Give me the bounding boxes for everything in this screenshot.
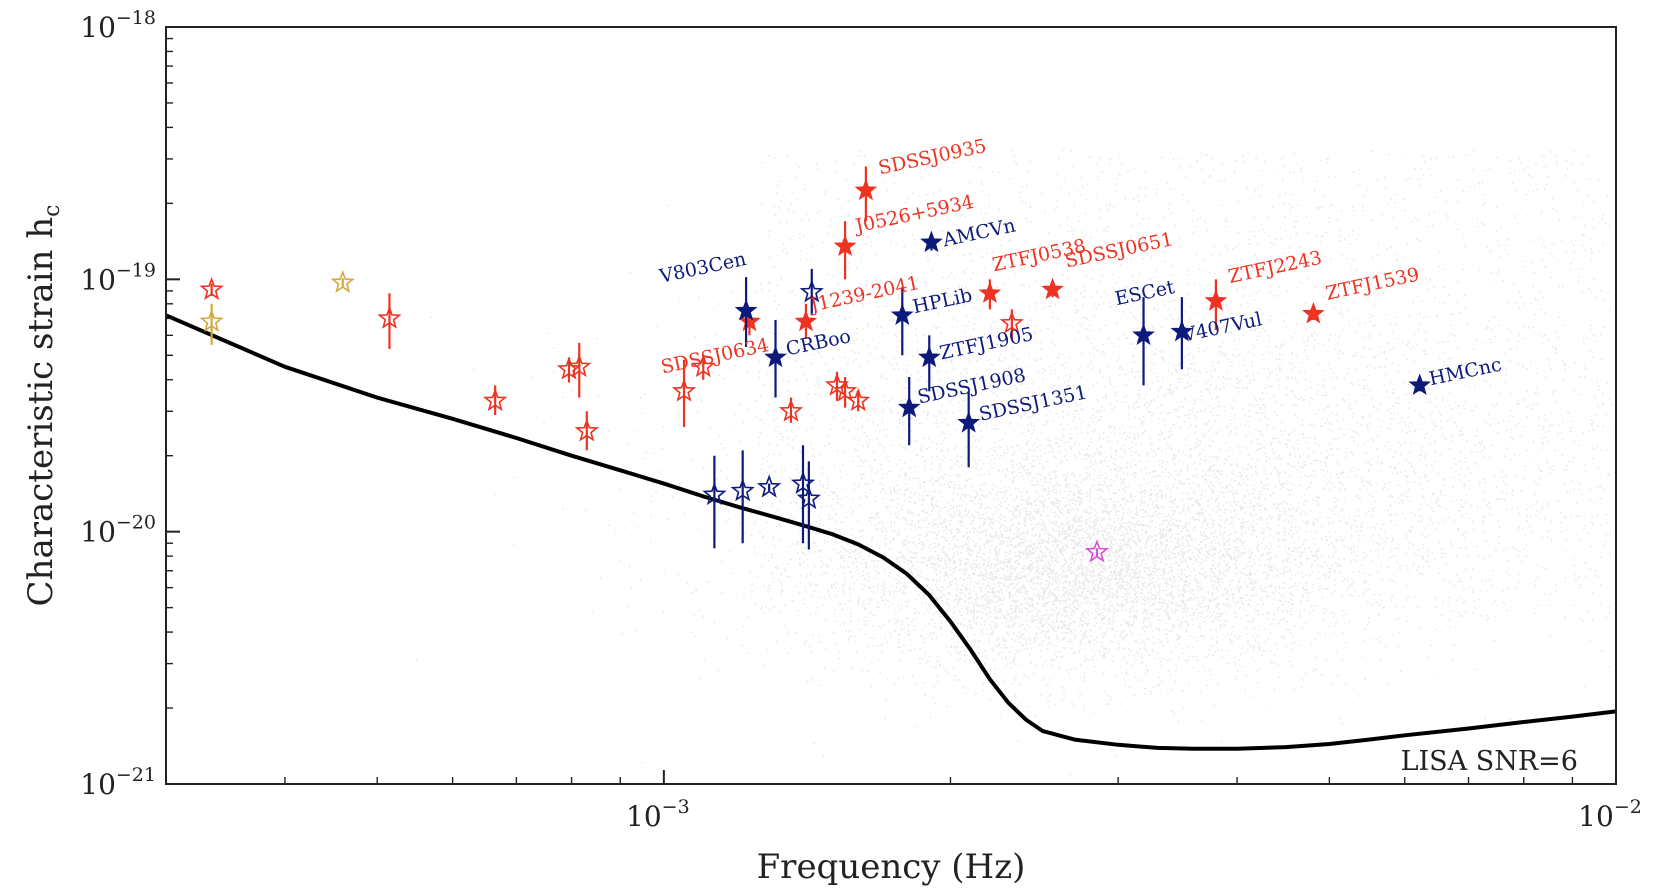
sdssj0935-marker bbox=[854, 178, 878, 201]
y-tick-base: 10 bbox=[80, 11, 116, 44]
sensitivity-curve-layer bbox=[165, 313, 1617, 751]
ztfj1539-marker bbox=[1302, 301, 1325, 324]
red-source-marker bbox=[199, 276, 224, 301]
crboo-marker bbox=[764, 345, 787, 368]
y-tick-base: 10 bbox=[80, 263, 116, 296]
y-axis-title: Characteristic strain hc bbox=[21, 205, 65, 607]
sensitivity-curve-line bbox=[165, 313, 1617, 751]
v407vul-marker bbox=[1170, 319, 1194, 342]
red-source-marker bbox=[574, 418, 599, 442]
navy-source-marker bbox=[702, 482, 727, 506]
sdssj1351-marker bbox=[957, 410, 981, 433]
y-tick-base: 10 bbox=[80, 516, 116, 549]
y-tick-exponent: −18 bbox=[116, 7, 156, 29]
hmcnc-marker bbox=[1408, 373, 1431, 396]
ztfj1905-label: ZTFJ1905 bbox=[938, 323, 1036, 364]
red-source-marker bbox=[567, 354, 592, 378]
x-tick-base: 10 bbox=[1578, 800, 1614, 833]
x-tick-exponent: −3 bbox=[662, 796, 690, 818]
crboo-label: CRBoo bbox=[784, 325, 853, 360]
red-source-marker bbox=[377, 305, 402, 329]
red-source-marker bbox=[832, 378, 858, 402]
v407vul-label: V407Vul bbox=[1179, 308, 1264, 347]
y-tick-label: 10−21 bbox=[80, 764, 156, 801]
navy-source-marker bbox=[799, 279, 824, 303]
magenta-source-marker bbox=[1084, 539, 1110, 563]
y-axis-title-main: Characteristic strain h bbox=[21, 217, 61, 607]
red-source-marker bbox=[556, 356, 582, 380]
navy-source-marker bbox=[757, 474, 782, 498]
ztfj2243-label: ZTFJ2243 bbox=[1226, 247, 1324, 288]
y-tick-base: 10 bbox=[80, 768, 116, 801]
sdssj0935-label: SDSSJ0935 bbox=[876, 135, 988, 179]
sdssj0651-marker bbox=[1041, 277, 1064, 300]
x-tick-exponent: −2 bbox=[1614, 796, 1642, 818]
ztfj2243-marker bbox=[1204, 289, 1228, 311]
y-tick-label: 10−19 bbox=[80, 259, 156, 296]
sdssj1908-marker bbox=[897, 395, 921, 418]
red-source-marker bbox=[778, 398, 804, 422]
y-tick-label: 10−18 bbox=[80, 7, 156, 44]
gold-source-marker bbox=[199, 308, 224, 332]
y-tick-exponent: −19 bbox=[116, 259, 156, 281]
x-tick-base: 10 bbox=[626, 800, 662, 833]
ztfj0538-marker bbox=[978, 281, 1002, 303]
curve-annotation: LISA SNR=6 bbox=[1401, 746, 1578, 777]
red-source-marker bbox=[483, 387, 508, 412]
navy-source-marker bbox=[790, 470, 816, 494]
y-tick-exponent: −20 bbox=[116, 512, 156, 534]
population-dots bbox=[415, 149, 1613, 775]
background-population-cloud bbox=[415, 149, 1613, 775]
red-source-marker bbox=[691, 354, 716, 378]
x-axis-title: Frequency (Hz) bbox=[757, 847, 1026, 887]
sources-layer: SDSSJ0935J0526+5934J1239-2041SDSSJ0634ZT… bbox=[199, 135, 1504, 563]
v803cen-label: V803Cen bbox=[657, 248, 749, 288]
red-source-marker bbox=[999, 310, 1024, 334]
gold-source-marker bbox=[330, 269, 355, 294]
y-axis-title-subscript: c bbox=[40, 205, 65, 217]
y-tick-label: 10−20 bbox=[80, 512, 156, 549]
v803cen-marker bbox=[734, 298, 758, 321]
ztfj1539-label: ZTFJ1539 bbox=[1324, 263, 1422, 304]
amcvn-marker bbox=[920, 230, 943, 253]
j1239-2041-marker bbox=[794, 309, 818, 332]
red-source-marker bbox=[846, 388, 871, 412]
navy-source-marker bbox=[796, 485, 821, 510]
j0526+5934-marker bbox=[833, 234, 857, 257]
hmcnc-label: HMCnc bbox=[1427, 353, 1503, 390]
amcvn-label: AMCVn bbox=[940, 215, 1018, 252]
plot-frame bbox=[165, 26, 1617, 785]
navy-source-marker bbox=[730, 478, 755, 502]
x-tick-label: 10−2 bbox=[1578, 796, 1642, 833]
hplib-marker bbox=[890, 303, 914, 325]
escet-marker bbox=[1132, 323, 1155, 345]
y-tick-exponent: −21 bbox=[116, 764, 156, 786]
red-source-marker bbox=[671, 378, 697, 402]
ztfj1905-marker bbox=[917, 345, 941, 368]
escet-label: ESCet bbox=[1113, 276, 1177, 310]
x-tick-label: 10−3 bbox=[626, 796, 690, 833]
sdssj0634-label: SDSSJ0634 bbox=[659, 334, 771, 378]
